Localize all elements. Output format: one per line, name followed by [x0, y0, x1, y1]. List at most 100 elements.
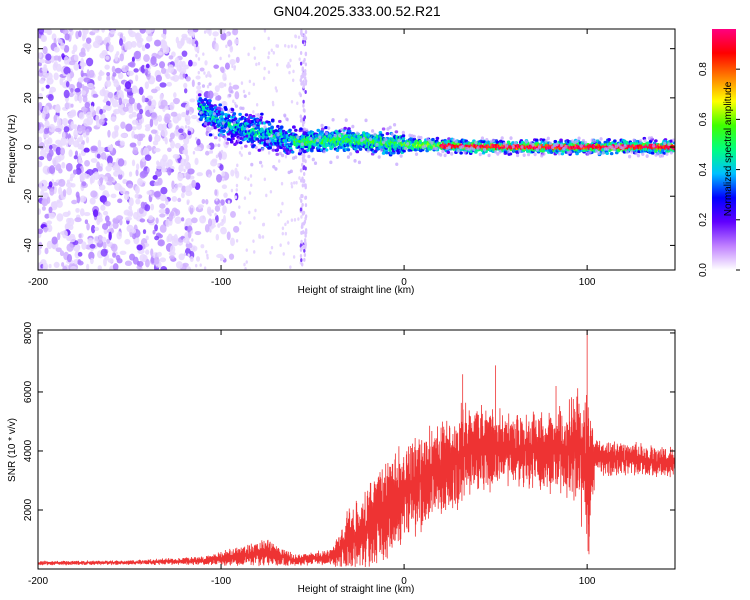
spectrogram-y-axis-label: Frequency (Hz) [7, 115, 18, 184]
heatmap-cell [485, 137, 489, 142]
heatmap-cell [257, 148, 262, 152]
heatmap-cell [199, 263, 202, 267]
heatmap-cell [131, 85, 138, 94]
colorbar-tick-label: 0.6 [698, 112, 709, 126]
heatmap-cell [68, 224, 74, 231]
heatmap-cell [102, 241, 107, 249]
heatmap-cell [107, 91, 114, 99]
heatmap-cell [38, 92, 43, 100]
heatmap-cell [584, 141, 588, 145]
heatmap-cell [55, 247, 62, 253]
heatmap-cell [634, 151, 638, 156]
heatmap-cell [68, 92, 74, 98]
heatmap-cell [534, 138, 539, 142]
heatmap-cell [491, 138, 496, 143]
heatmap-cell [513, 141, 517, 145]
heatmap-cell [211, 133, 215, 137]
heatmap-cell [301, 202, 304, 207]
heatmap-cell [665, 152, 669, 156]
y-tick-label: 2000 [23, 498, 34, 521]
heatmap-cell [174, 57, 180, 64]
heatmap-cell [163, 159, 167, 167]
heatmap-cell [181, 33, 188, 39]
heatmap-cell [656, 152, 660, 156]
heatmap-cell [187, 240, 190, 245]
heatmap-cell [447, 145, 452, 149]
heatmap-cell [38, 121, 41, 131]
heatmap-cell [443, 153, 447, 158]
heatmap-cell [153, 147, 161, 153]
heatmap-cell [218, 82, 225, 89]
heatmap-cell [175, 261, 183, 269]
heatmap-cell [335, 148, 340, 152]
heatmap-cell [78, 152, 82, 162]
heatmap-cell [303, 240, 307, 245]
heatmap-cell [343, 126, 347, 130]
y-tick-label: 8000 [23, 321, 34, 344]
heatmap-cell [316, 128, 321, 132]
heatmap-cell [278, 159, 281, 163]
heatmap-cell [228, 253, 235, 260]
heatmap-cell [235, 188, 238, 192]
heatmap-cell [105, 100, 111, 107]
heatmap-cell [507, 149, 511, 154]
heatmap-cell [302, 171, 306, 176]
heatmap-cell [70, 121, 75, 129]
heatmap-cell [269, 251, 272, 255]
heatmap-cell [284, 231, 288, 236]
heatmap-cell [638, 139, 643, 143]
heatmap-cell [279, 125, 284, 129]
heatmap-cell [252, 239, 255, 243]
heatmap-cell [375, 142, 379, 147]
heatmap-cell [239, 221, 242, 225]
heatmap-cell [661, 148, 665, 152]
heatmap-cell [135, 169, 139, 177]
heatmap-cell [214, 212, 217, 217]
heatmap-cell [307, 154, 311, 159]
heatmap-cell [197, 57, 201, 61]
heatmap-cell [222, 129, 226, 133]
heatmap-cell [425, 137, 430, 141]
heatmap-cell [80, 69, 84, 78]
heatmap-cell [105, 55, 110, 61]
heatmap-cell [107, 34, 111, 43]
heatmap-cell [439, 153, 443, 157]
x-tick-label: 0 [401, 576, 407, 587]
heatmap-cell [237, 138, 241, 143]
snr-ticks: -200 -100 0 100 2000 4000 6000 8000 [23, 321, 675, 587]
heatmap-cell [222, 214, 226, 224]
heatmap-cell [238, 205, 241, 209]
heatmap-cell [214, 214, 219, 223]
heatmap-cell [209, 212, 212, 217]
snr-panel: -200 -100 0 100 2000 4000 6000 8000 Height of s… [7, 321, 676, 595]
heatmap-cell [212, 169, 216, 173]
heatmap-cell [250, 162, 254, 167]
heatmap-cell [111, 131, 117, 139]
heatmap-cell [219, 164, 224, 171]
heatmap-cell [254, 113, 258, 117]
heatmap-cell [119, 218, 123, 226]
heatmap-cell [428, 139, 432, 143]
heatmap-cell [53, 114, 57, 123]
heatmap-cell [240, 153, 243, 157]
heatmap-cell [641, 152, 645, 156]
heatmap-cell [112, 72, 117, 77]
heatmap-cell [385, 131, 390, 136]
heatmap-cell [89, 197, 96, 205]
heatmap-cell [267, 139, 271, 143]
heatmap-cell [135, 198, 141, 205]
heatmap-cell [191, 179, 197, 189]
heatmap-cell [107, 258, 114, 263]
heatmap-cell [38, 245, 41, 252]
heatmap-cell [304, 72, 307, 77]
heatmap-cell [290, 184, 294, 189]
heatmap-cell [169, 132, 175, 140]
heatmap-cell [456, 149, 460, 153]
heatmap-cell [279, 209, 283, 214]
heatmap-cell [49, 165, 56, 175]
heatmap-cell [104, 176, 108, 182]
heatmap-cell [167, 147, 172, 153]
heatmap-cell [185, 108, 190, 116]
heatmap-cell [283, 113, 287, 118]
